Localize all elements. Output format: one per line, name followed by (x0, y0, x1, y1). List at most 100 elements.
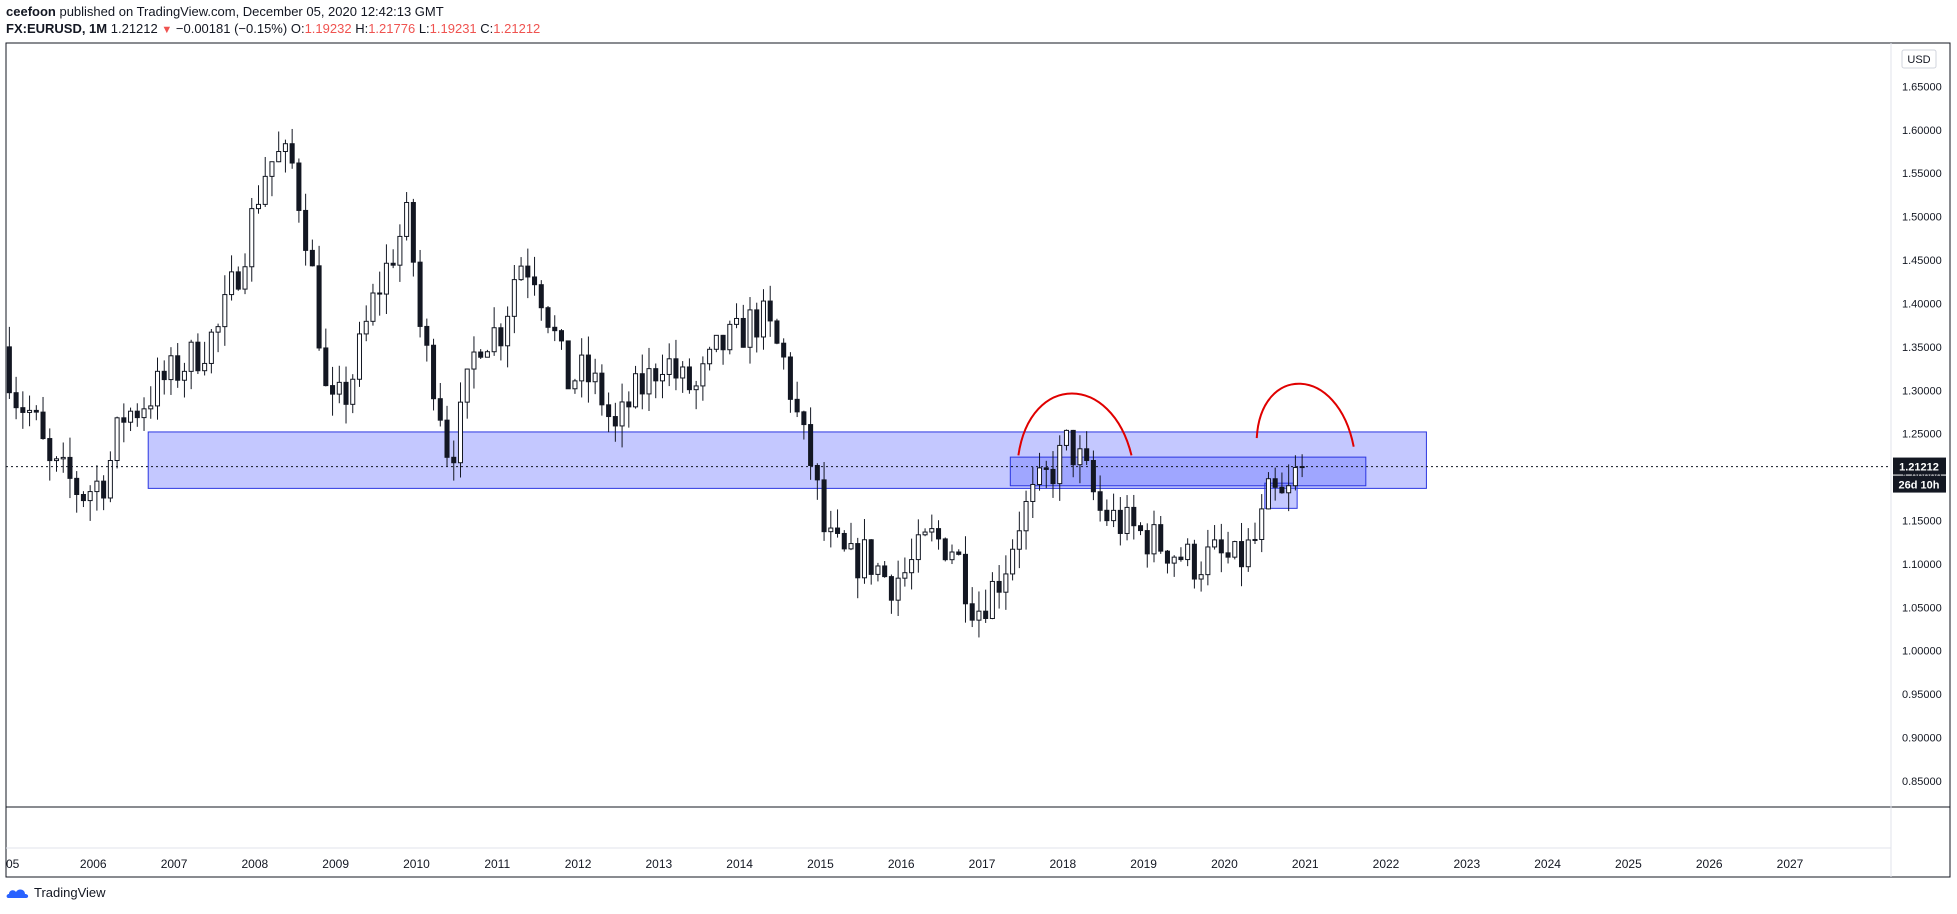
candle-down (1279, 486, 1285, 494)
candle-up (60, 456, 66, 460)
candle-up (168, 355, 174, 381)
candle-down (599, 372, 605, 406)
candle-down (942, 538, 948, 561)
candle-down (787, 356, 793, 400)
candle-down (175, 355, 181, 381)
candle-down (686, 366, 692, 391)
arc-2018[interactable] (1017, 392, 1133, 456)
author-name: ceefoon (6, 4, 56, 19)
candle-down (1191, 543, 1197, 580)
candle-down (606, 404, 612, 418)
candle-down (431, 344, 437, 400)
chart-frame (5, 42, 1951, 878)
candle-down (134, 410, 140, 419)
candle-up (229, 271, 235, 296)
candle-down (1117, 509, 1123, 534)
candle-down (774, 320, 780, 344)
candle-down (330, 385, 336, 395)
symbol-label[interactable]: FX:EURUSD, 1M (6, 21, 108, 36)
candle-up (592, 372, 598, 383)
time-tick-label: 2008 (242, 857, 269, 871)
candle-down (983, 610, 989, 619)
candle-down (390, 262, 396, 266)
candle-up (154, 370, 161, 407)
time-tick-label: 2015 (807, 857, 834, 871)
candle-down (1225, 552, 1231, 558)
candle-up (27, 409, 33, 413)
price-tick-label: 1.35000 (1902, 342, 1942, 354)
candle-up (262, 175, 268, 205)
candle-up (1077, 448, 1083, 466)
candle-down (195, 341, 201, 372)
candle-up (397, 235, 403, 266)
candle-up (1010, 548, 1016, 575)
candle-down (612, 416, 618, 427)
price-tick-label: 1.60000 (1902, 125, 1942, 137)
candle-up (188, 341, 194, 372)
change-text: −0.00181 (−0.15%) (175, 21, 288, 36)
time-tick-label: 2014 (726, 857, 753, 871)
annotations-layer (1017, 382, 1355, 456)
candle-down (888, 576, 894, 601)
candle-down (101, 480, 107, 499)
tradingview-logo[interactable]: TradingView (6, 885, 106, 900)
candle-down (478, 351, 484, 358)
time-tick-label: 2027 (1777, 857, 1804, 871)
candle-down (1239, 541, 1245, 568)
time-tick-label: 2022 (1373, 857, 1400, 871)
candle-down (303, 209, 309, 251)
candle-up (215, 326, 221, 333)
candle-down (20, 407, 26, 413)
countdown-text: 26d 10h (1899, 480, 1940, 492)
candle-up (861, 539, 867, 579)
candle-up (350, 378, 356, 405)
candle-down (323, 347, 329, 387)
candle-up (579, 354, 585, 382)
candle-down (956, 551, 962, 555)
candle-down (868, 539, 874, 575)
candle-down (1178, 556, 1184, 561)
time-tick-label: 2024 (1534, 857, 1561, 871)
high-value: 1.21776 (368, 21, 416, 36)
candle-down (121, 417, 127, 423)
price-tick-label: 0.90000 (1902, 733, 1942, 745)
candle-down (309, 249, 315, 267)
close-value: 1.21212 (493, 21, 541, 36)
candle-down (673, 358, 679, 379)
symbol-legend: FX:EURUSD, 1M 1.21212 ▼ −0.00181 (−0.15%… (6, 21, 540, 36)
candle-up (1185, 543, 1191, 561)
candle-down (40, 411, 46, 440)
candle-up (1212, 539, 1218, 548)
candle-down (417, 261, 423, 327)
candle-up (276, 151, 282, 163)
candle-up (659, 373, 665, 382)
candle-up (700, 363, 706, 387)
candle-down (821, 479, 827, 533)
currency-label[interactable]: USD (1907, 54, 1930, 66)
time-axis[interactable]: 05 2006 2007 2008 2009 2010 2011 2012 2013 2014 20… (6, 857, 1804, 871)
candle-up (53, 458, 60, 462)
arc-2021[interactable] (1255, 382, 1355, 447)
price-tick-label: 1.45000 (1902, 255, 1942, 267)
candle-up (518, 265, 524, 281)
last-price-text: 1.21212 (110, 21, 158, 36)
candle-up (363, 320, 369, 335)
candle-up (1292, 467, 1298, 487)
upper-zone[interactable] (1009, 456, 1367, 487)
candle-up (909, 559, 915, 574)
candle-up (505, 315, 511, 347)
long-term-zone[interactable] (147, 431, 1427, 489)
candle-down (767, 300, 773, 322)
candle-up (269, 161, 275, 177)
open-label: O: (290, 21, 305, 36)
time-tick-label: 2018 (1049, 857, 1076, 871)
time-tick-label: 2021 (1292, 857, 1319, 871)
time-tick-label: 2013 (645, 857, 672, 871)
currency-button[interactable] (1901, 49, 1937, 69)
price-axis[interactable]: 1.65000 1.60000 1.55000 1.50000 1.45000 1.400… (1902, 81, 1942, 788)
tradingview-brand: TradingView (34, 885, 106, 900)
candle-up (141, 408, 147, 419)
time-tick-label: 2025 (1615, 857, 1642, 871)
open-value: 1.19232 (304, 21, 352, 36)
